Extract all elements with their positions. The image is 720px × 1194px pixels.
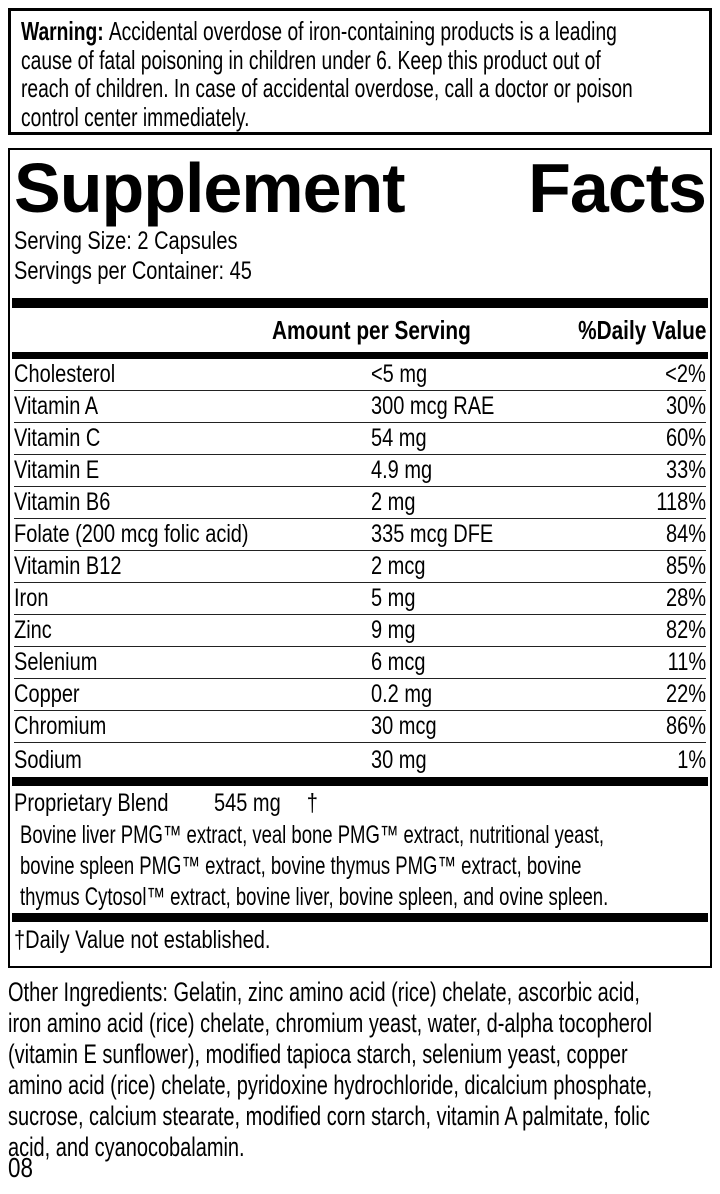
blend-description-line: thymus Cytosol™ extract, bovine liver, b… xyxy=(20,883,609,911)
other-ingredients-line: sucrose, calcium stearate, modified corn… xyxy=(8,1101,650,1131)
nutrient-daily-value: 82% xyxy=(665,616,706,644)
nutrient-amount: 4.9 mg xyxy=(371,456,433,484)
nutrient-daily-value: 11% xyxy=(667,648,706,676)
warning-box: Warning: Accidental overdose of iron-cont… xyxy=(8,8,712,135)
blend-description-line: Bovine liver PMG™ extract, veal bone PMG… xyxy=(20,821,605,849)
other-ingredients-line: Other Ingredients: Gelatin, zinc amino a… xyxy=(8,977,640,1007)
table-row: Sodium 30 mg 1% xyxy=(14,743,706,777)
table-row: Vitamin B6 2 mg 118% xyxy=(14,487,706,519)
nutrient-amount: 2 mg xyxy=(371,488,416,516)
nutrient-daily-value: 85% xyxy=(665,552,706,580)
nutrient-amount: 335 mcg DFE xyxy=(371,520,494,548)
nutrient-table: Cholesterol <5 mg <2% Vitamin A 300 mcg … xyxy=(14,359,706,777)
table-row: Vitamin C 54 mg 60% xyxy=(14,423,706,455)
label-code: 08 xyxy=(8,1152,33,1183)
panel-title-word1: Supplement xyxy=(14,149,406,227)
nutrient-name: Selenium xyxy=(14,648,98,676)
nutrient-daily-value: 60% xyxy=(665,424,706,452)
nutrient-amount: 300 mcg RAE xyxy=(371,392,495,420)
panel-title-word2: Facts xyxy=(528,149,707,227)
nutrient-daily-value: 22% xyxy=(665,680,706,708)
nutrient-amount: 2 mcg xyxy=(371,552,426,580)
table-row: Vitamin A 300 mcg RAE 30% xyxy=(14,391,706,423)
column-daily-value: %Daily Value xyxy=(577,315,706,345)
proprietary-blend-name: Proprietary Blend xyxy=(14,789,169,817)
table-row: Iron 5 mg 28% xyxy=(14,583,706,615)
nutrient-daily-value: <2% xyxy=(665,360,706,388)
nutrient-name: Copper xyxy=(14,680,80,708)
nutrient-name: Vitamin B12 xyxy=(14,552,122,580)
nutrient-name: Vitamin E xyxy=(14,456,100,484)
nutrient-daily-value: 86% xyxy=(665,712,706,740)
nutrient-daily-value: 30% xyxy=(665,392,706,420)
divider-bar-thick xyxy=(12,298,708,308)
nutrient-name: Chromium xyxy=(14,712,107,740)
nutrient-daily-value: 84% xyxy=(665,520,706,548)
serving-size: Serving Size: 2 Capsules xyxy=(14,227,238,255)
blend-description-line: bovine spleen PMG™ extract, bovine thymu… xyxy=(20,852,582,880)
table-row: Vitamin E 4.9 mg 33% xyxy=(14,455,706,487)
table-row: Selenium 6 mcg 11% xyxy=(14,647,706,679)
nutrient-amount: <5 mg xyxy=(371,360,428,388)
other-ingredients-line: acid, and cyanocobalamin. xyxy=(8,1132,245,1162)
nutrient-name: Sodium xyxy=(14,746,82,774)
other-ingredients-line: amino acid (rice) chelate, pyridoxine hy… xyxy=(8,1070,653,1100)
warning-line: Warning: Accidental overdose of iron-cont… xyxy=(21,16,617,46)
table-row: Folate (200 mcg folic acid) 335 mcg DFE … xyxy=(14,519,706,551)
nutrient-amount: 9 mg xyxy=(371,616,416,644)
nutrient-daily-value: 28% xyxy=(665,584,706,612)
table-row: Cholesterol <5 mg <2% xyxy=(14,359,706,391)
nutrient-name: Vitamin C xyxy=(14,424,101,452)
proprietary-blend-row: Proprietary Blend 545 mg † xyxy=(14,786,706,820)
nutrient-daily-value: 118% xyxy=(656,488,706,516)
other-ingredients-line: iron amino acid (rice) chelate, chromium… xyxy=(8,1008,653,1038)
nutrient-name: Vitamin B6 xyxy=(14,488,111,516)
divider-bar-thick xyxy=(12,777,708,786)
warning-label: Warning: xyxy=(21,16,104,46)
proprietary-blend-dagger: † xyxy=(307,789,319,817)
other-ingredients-line: (vitamin E sunflower), modified tapioca … xyxy=(8,1039,628,1069)
column-amount-per-serving: Amount per Serving xyxy=(272,315,471,345)
nutrient-amount: 30 mcg xyxy=(371,712,437,740)
table-row: Copper 0.2 mg 22% xyxy=(14,679,706,711)
divider-bar-thick xyxy=(12,352,708,359)
nutrient-daily-value: 33% xyxy=(665,456,706,484)
warning-line: reach of children. In case of accidental… xyxy=(21,73,633,103)
warning-line: control center immediately. xyxy=(21,101,250,132)
nutrient-name: Vitamin A xyxy=(14,392,99,420)
proprietary-blend-amount: 545 mg xyxy=(214,789,281,817)
table-row: Vitamin B12 2 mcg 85% xyxy=(14,551,706,583)
nutrient-amount: 30 mg xyxy=(371,746,427,774)
table-row: Chromium 30 mcg 86% xyxy=(14,711,706,743)
divider-bar-thick xyxy=(12,913,708,922)
nutrient-amount: 6 mcg xyxy=(371,648,426,676)
nutrient-amount: 5 mg xyxy=(371,584,416,612)
other-ingredients: Other Ingredients: Gelatin, zinc amino a… xyxy=(8,977,720,1163)
nutrient-name: Iron xyxy=(14,584,49,612)
nutrient-name: Cholesterol xyxy=(14,360,116,388)
daily-value-footnote: †Daily Value not established. xyxy=(14,926,271,954)
servings-per-container: Servings per Container: 45 xyxy=(14,257,252,285)
warning-line: cause of fatal poisoning in children und… xyxy=(21,44,601,75)
nutrient-amount: 0.2 mg xyxy=(371,680,433,708)
nutrient-daily-value: 1% xyxy=(677,746,706,774)
proprietary-blend-description: Bovine liver PMG™ extract, veal bone PMG… xyxy=(14,820,706,913)
panel-title: Supplement Facts xyxy=(14,149,707,227)
table-column-header: Amount per Serving %Daily Value xyxy=(14,308,706,352)
supplement-facts-panel: Supplement Facts Serving Size: 2 Capsule… xyxy=(8,148,712,968)
nutrient-name: Folate (200 mcg folic acid) xyxy=(14,520,249,548)
nutrient-amount: 54 mg xyxy=(371,424,427,452)
nutrient-name: Zinc xyxy=(14,616,52,644)
table-row: Zinc 9 mg 82% xyxy=(14,615,706,647)
